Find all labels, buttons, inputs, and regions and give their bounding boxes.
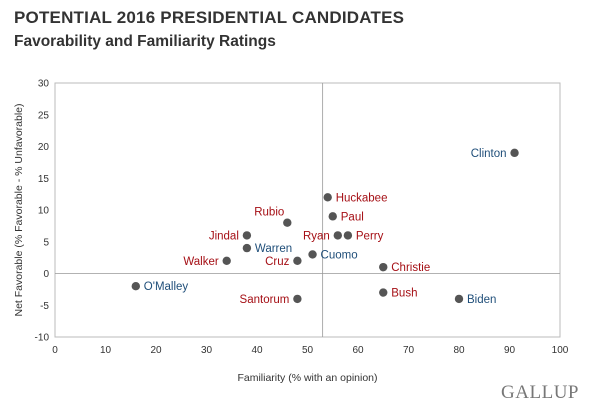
x-tick-label: 90 bbox=[504, 345, 516, 356]
data-point bbox=[308, 250, 317, 259]
axes: 0 10 20 30 40 50 60 70 80 90 100 -10 -5 0 5 10 15 20 25 30 bbox=[35, 79, 569, 357]
data-label: Walker bbox=[183, 256, 219, 268]
data-point-group: Jindal bbox=[209, 230, 252, 242]
data-point bbox=[333, 231, 342, 240]
data-point-group: Rubio bbox=[254, 207, 292, 227]
x-axis-label: Familiarity (% with an opinion) bbox=[237, 372, 377, 384]
y-tick-label: -5 bbox=[40, 301, 49, 312]
x-tick-label: 0 bbox=[52, 345, 58, 356]
data-point bbox=[131, 282, 140, 291]
x-tick-label: 20 bbox=[150, 345, 162, 356]
y-tick-label: 30 bbox=[38, 79, 50, 90]
data-point bbox=[222, 256, 231, 265]
data-label: Paul bbox=[341, 211, 364, 223]
data-point bbox=[293, 294, 302, 304]
x-tick-label: 50 bbox=[302, 345, 314, 356]
data-point bbox=[379, 262, 388, 272]
data-point-group: Christie bbox=[379, 262, 430, 274]
data-point-group: Walker bbox=[183, 256, 231, 268]
x-tick-label: 80 bbox=[453, 345, 465, 356]
data-label: Jindal bbox=[209, 230, 239, 242]
x-tick-label: 10 bbox=[100, 345, 112, 356]
data-label: Cruz bbox=[265, 256, 290, 268]
data-label: Clinton bbox=[471, 148, 507, 160]
data-point-group: Santorum bbox=[240, 294, 302, 306]
data-label: Ryan bbox=[303, 230, 330, 242]
x-tick-label: 100 bbox=[552, 345, 569, 356]
y-tick-label: 15 bbox=[38, 174, 50, 185]
data-point bbox=[343, 231, 353, 240]
y-tick-label: 5 bbox=[43, 237, 49, 248]
data-point-group: Cruz bbox=[265, 256, 302, 268]
x-tick-label: 70 bbox=[403, 345, 415, 356]
data-label: Rubio bbox=[254, 207, 284, 219]
y-tick-label: 20 bbox=[38, 142, 50, 153]
data-label: Biden bbox=[467, 294, 496, 306]
data-point bbox=[242, 243, 252, 253]
data-point-group: Ryan bbox=[303, 230, 342, 242]
data-label: Perry bbox=[356, 230, 384, 242]
y-tick-label: 0 bbox=[43, 269, 49, 280]
y-tick-label: 25 bbox=[38, 110, 50, 121]
x-tick-label: 30 bbox=[201, 345, 213, 356]
data-point-group: Clinton bbox=[471, 148, 519, 160]
data-point bbox=[379, 288, 388, 297]
data-point-group: Warren bbox=[242, 243, 292, 255]
data-point-group: Huckabee bbox=[323, 192, 388, 204]
chart-subtitle: Favorability and Familiarity Ratings bbox=[14, 33, 276, 50]
data-label: Santorum bbox=[240, 294, 290, 306]
data-point-group: Perry bbox=[343, 230, 384, 242]
data-point-group: Biden bbox=[454, 294, 496, 306]
plot-frame bbox=[54, 82, 561, 338]
data-label: O'Malley bbox=[144, 281, 189, 293]
data-point bbox=[293, 256, 302, 265]
data-point bbox=[454, 294, 464, 304]
data-label: Cuomo bbox=[321, 249, 358, 261]
data-point bbox=[510, 148, 519, 158]
data-point bbox=[328, 212, 337, 221]
x-tick-label: 60 bbox=[352, 345, 364, 356]
data-point bbox=[323, 193, 332, 202]
data-label: Warren bbox=[255, 243, 292, 255]
chart-title: POTENTIAL 2016 PRESIDENTIAL CANDIDATES bbox=[14, 8, 405, 27]
data-points: Clinton Huckabee Paul Rubio Jindal Ryan Perry W… bbox=[131, 148, 519, 306]
data-point-group: O'Malley bbox=[131, 281, 189, 293]
data-point-group: Cuomo bbox=[308, 249, 358, 261]
x-tick-label: 40 bbox=[251, 345, 263, 356]
data-point bbox=[242, 231, 252, 240]
data-point bbox=[283, 218, 292, 227]
data-label: Christie bbox=[391, 262, 430, 274]
data-point-group: Paul bbox=[328, 211, 364, 223]
gallup-logo: GALLUP bbox=[501, 382, 579, 403]
y-tick-label: 10 bbox=[38, 206, 50, 217]
y-axis-label: Net Favorable (% Favorable - % Unfavorab… bbox=[13, 103, 25, 316]
data-point-group: Bush bbox=[379, 288, 417, 300]
y-tick-label: -10 bbox=[35, 333, 50, 344]
data-label: Bush bbox=[391, 288, 417, 300]
data-label: Huckabee bbox=[336, 192, 388, 204]
